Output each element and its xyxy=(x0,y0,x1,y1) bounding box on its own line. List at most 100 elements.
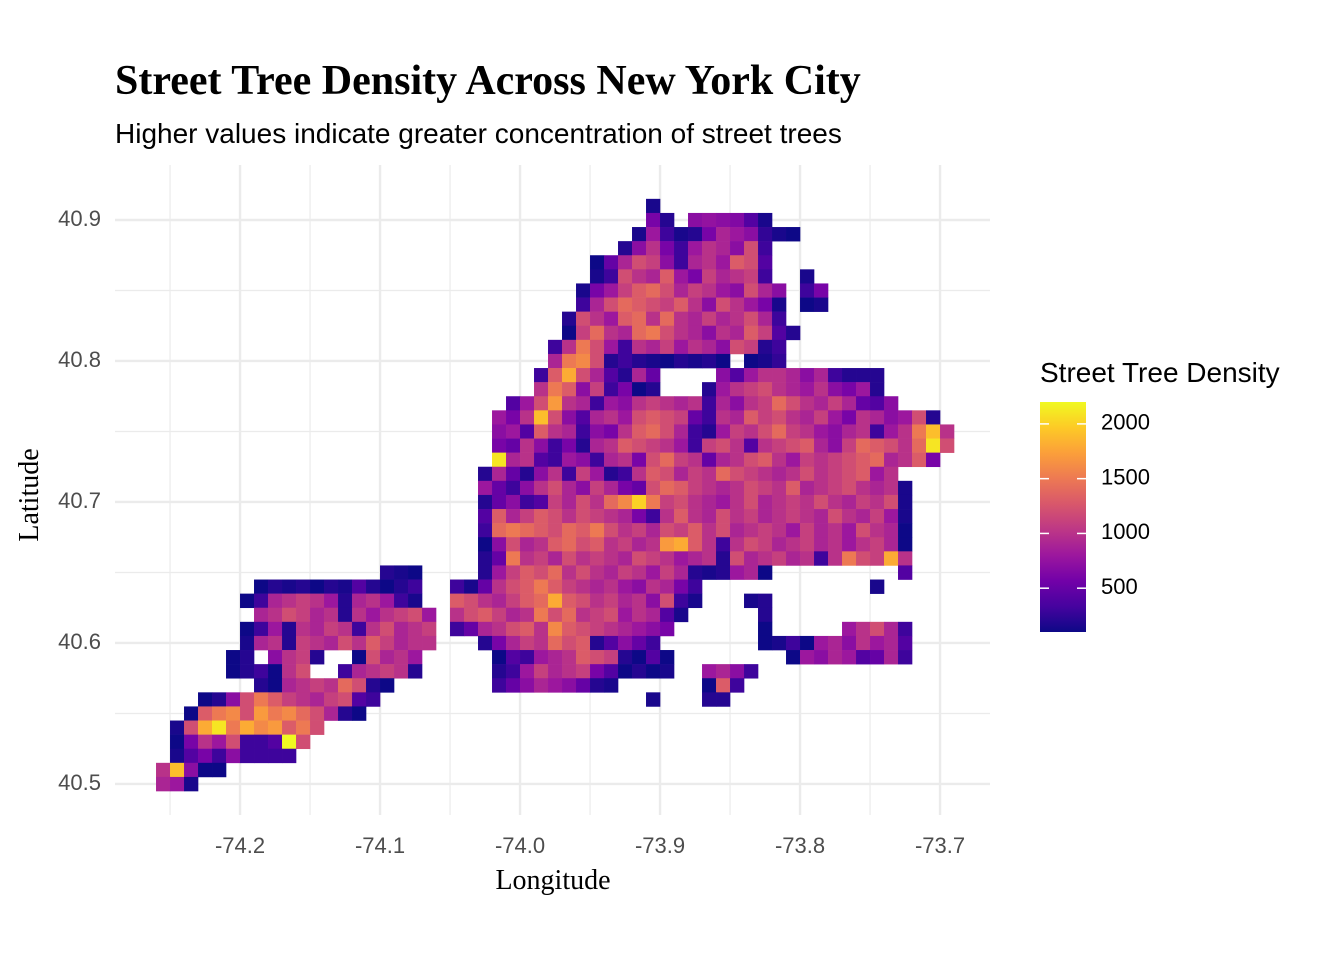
tile xyxy=(464,607,479,623)
tile xyxy=(464,593,479,609)
tile xyxy=(394,607,409,623)
tile xyxy=(674,480,689,496)
tile xyxy=(604,523,619,538)
tile xyxy=(478,466,493,482)
tile xyxy=(338,635,353,651)
tile xyxy=(254,692,269,707)
tile xyxy=(842,480,857,496)
tile xyxy=(590,635,605,651)
tile xyxy=(884,480,899,496)
tile xyxy=(646,382,661,397)
tile xyxy=(828,382,843,397)
tile xyxy=(856,410,871,425)
tile xyxy=(534,410,549,425)
tile xyxy=(884,621,899,637)
tile xyxy=(632,269,647,284)
tile xyxy=(660,621,675,637)
tile xyxy=(814,537,829,552)
tile xyxy=(170,748,185,764)
tile xyxy=(758,452,773,468)
tile xyxy=(814,283,829,298)
tile xyxy=(408,607,423,623)
tile xyxy=(618,325,633,341)
tile xyxy=(240,621,255,637)
tile xyxy=(478,523,493,538)
tile xyxy=(884,410,899,425)
tile xyxy=(744,325,759,341)
tile xyxy=(744,494,759,510)
tile xyxy=(660,494,675,510)
tile xyxy=(758,607,773,623)
tile xyxy=(618,297,633,312)
tile xyxy=(702,297,717,312)
tile xyxy=(646,424,661,439)
tile xyxy=(772,410,787,425)
x-axis-title: Longitude xyxy=(495,865,610,896)
tile xyxy=(730,269,745,284)
tile xyxy=(590,325,605,341)
tile xyxy=(366,650,381,665)
chart-subtitle: Higher values indicate greater concentra… xyxy=(115,118,842,149)
tile xyxy=(282,706,297,721)
tile xyxy=(730,494,745,510)
tile xyxy=(268,607,283,623)
tile xyxy=(744,396,759,411)
tile xyxy=(870,424,885,439)
tile xyxy=(590,551,605,566)
tile xyxy=(660,607,675,623)
tile xyxy=(674,537,689,552)
tile xyxy=(576,593,591,609)
tile xyxy=(730,452,745,468)
tile xyxy=(618,410,633,425)
tile xyxy=(492,537,507,552)
tile xyxy=(268,621,283,637)
tile xyxy=(604,579,619,594)
tile xyxy=(688,269,703,284)
tile xyxy=(758,212,773,228)
tile xyxy=(562,678,577,693)
tile xyxy=(870,635,885,651)
tile xyxy=(632,480,647,496)
tile xyxy=(716,297,731,312)
tile xyxy=(590,353,605,369)
tile xyxy=(618,565,633,580)
tile xyxy=(842,509,857,524)
tile xyxy=(716,353,731,369)
tile xyxy=(646,579,661,594)
tile xyxy=(716,664,731,679)
tile xyxy=(268,720,283,735)
tile xyxy=(268,748,283,764)
tile xyxy=(520,664,535,679)
tile xyxy=(506,635,521,651)
tile xyxy=(590,269,605,284)
tile xyxy=(590,311,605,327)
tile xyxy=(674,466,689,482)
tile xyxy=(492,551,507,566)
tile xyxy=(884,635,899,651)
tile xyxy=(632,466,647,482)
tile xyxy=(590,382,605,397)
tile xyxy=(842,424,857,439)
tile xyxy=(898,480,913,496)
tile xyxy=(604,494,619,510)
tile xyxy=(688,410,703,425)
tile xyxy=(282,621,297,637)
tile xyxy=(338,593,353,609)
tile xyxy=(310,706,325,721)
tile xyxy=(548,593,563,609)
tile xyxy=(730,396,745,411)
tile xyxy=(716,551,731,566)
tile xyxy=(674,339,689,355)
tile xyxy=(786,523,801,538)
tile xyxy=(688,466,703,482)
tile xyxy=(254,748,269,764)
tile xyxy=(716,339,731,355)
tile xyxy=(660,466,675,482)
tile xyxy=(492,509,507,524)
tile xyxy=(674,593,689,609)
tile xyxy=(702,678,717,693)
tile xyxy=(394,593,409,609)
tile xyxy=(450,593,465,609)
tile xyxy=(716,692,731,707)
tile xyxy=(632,241,647,256)
